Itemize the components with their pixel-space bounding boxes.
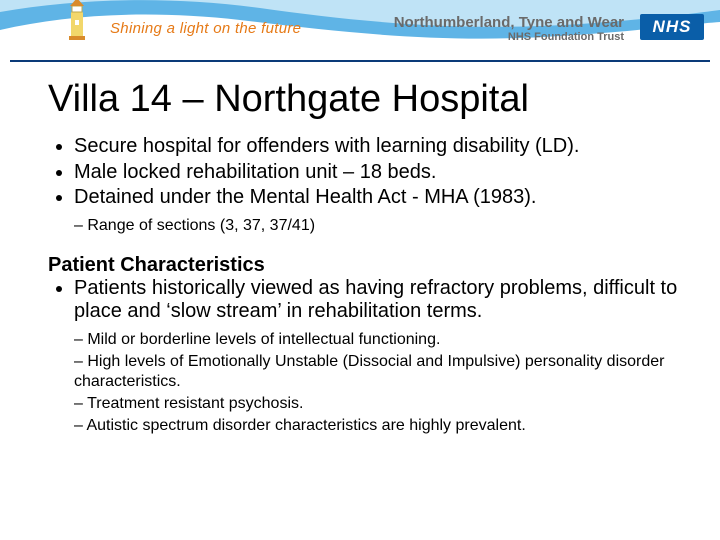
nhs-badge: NHS (640, 14, 704, 40)
bullet-list-a: Secure hospital for offenders with learn… (74, 135, 680, 210)
content: Villa 14 – Northgate Hospital Secure hos… (48, 78, 680, 454)
slide: Shining a light on the future Northumber… (0, 0, 720, 540)
list-item: Patients historically viewed as having r… (74, 277, 680, 324)
slide-title: Villa 14 – Northgate Hospital (48, 78, 680, 121)
list-item: Secure hospital for offenders with learn… (74, 135, 680, 159)
list-item: Autistic spectrum disorder characteristi… (74, 416, 680, 436)
sub-bullet-list-b: Mild or borderline levels of intellectua… (74, 330, 680, 436)
banner: Shining a light on the future Northumber… (0, 0, 720, 58)
list-item: Detained under the Mental Health Act - M… (74, 186, 680, 210)
list-item: Mild or borderline levels of intellectua… (74, 330, 680, 350)
bullet-list-b: Patients historically viewed as having r… (74, 277, 680, 324)
list-item: Male locked rehabilitation unit – 18 bed… (74, 161, 680, 185)
trust-name: Northumberland, Tyne and Wear NHS Founda… (394, 14, 624, 43)
nhs-label: NHS (653, 17, 692, 37)
lighthouse-icon (62, 0, 92, 42)
section-heading: Patient Characteristics (48, 254, 680, 277)
list-item: Range of sections (3, 37, 37/41) (74, 216, 680, 236)
trust-line2: NHS Foundation Trust (394, 31, 624, 43)
list-item: High levels of Emotionally Unstable (Dis… (74, 352, 680, 392)
tagline: Shining a light on the future (110, 20, 301, 37)
trust-line1: Northumberland, Tyne and Wear (394, 14, 624, 31)
sub-bullet-list-a: Range of sections (3, 37, 37/41) (74, 216, 680, 236)
header-rule (10, 60, 710, 62)
list-item: Treatment resistant psychosis. (74, 394, 680, 414)
